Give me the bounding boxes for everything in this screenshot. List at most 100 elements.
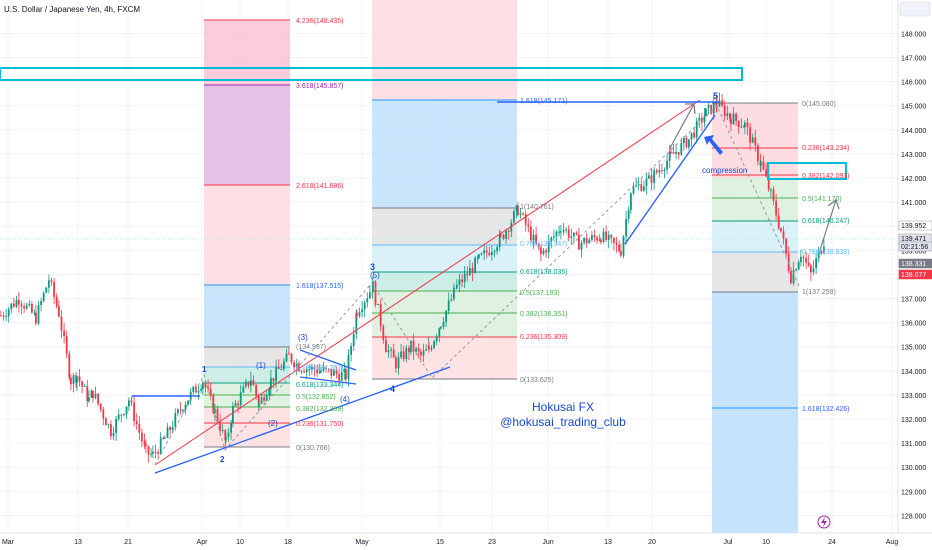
candle-body — [308, 368, 311, 370]
candle-body — [107, 424, 110, 426]
time-tick-label: Mar — [2, 539, 15, 546]
candle-body — [461, 279, 463, 283]
candle-body — [258, 403, 260, 407]
candle-body — [530, 226, 532, 241]
candle-body — [553, 236, 555, 238]
candle-body — [615, 242, 618, 245]
fib-label-z4: 0.618(140.247) — [802, 218, 849, 225]
candle-body — [760, 161, 762, 166]
candle-body — [184, 404, 187, 411]
candle-body — [397, 357, 400, 369]
candle-body — [625, 218, 627, 237]
candle-body — [252, 380, 255, 386]
candle-body — [721, 100, 723, 106]
candle-body — [605, 231, 607, 240]
candle-body — [350, 345, 352, 355]
candle-body — [242, 386, 245, 393]
candle-body — [31, 303, 33, 313]
candle-body — [542, 250, 545, 255]
wave-label: 1 — [202, 365, 207, 374]
candle-body — [371, 291, 374, 293]
candle-body — [290, 353, 293, 363]
candle-body — [288, 353, 290, 355]
candle-body — [232, 406, 234, 424]
candle-body — [749, 127, 751, 143]
fib-label-z1: 4.236(148.435) — [296, 18, 343, 25]
price-tick-label: 146.000 — [901, 80, 926, 87]
zone1-blue — [204, 285, 290, 347]
candle-body — [379, 303, 382, 327]
price-tick-label: 130.000 — [901, 465, 926, 472]
candle-body — [412, 340, 415, 352]
candle-body — [40, 300, 42, 305]
candle-body — [666, 160, 668, 170]
candle-body — [65, 335, 68, 354]
candle-body — [695, 120, 698, 138]
candle-body — [154, 451, 157, 453]
candle-body — [456, 284, 458, 288]
price-tick-label: 147.000 — [901, 56, 926, 63]
candle-body — [23, 306, 25, 309]
fib-label-z1: 1.618(137.515) — [296, 283, 343, 290]
zone4-cyan — [712, 221, 798, 252]
candle-body — [162, 437, 165, 439]
zone2-red-low — [372, 337, 517, 379]
candle-body — [130, 400, 133, 403]
wave-label: (3) — [298, 333, 308, 342]
candle-body — [782, 231, 785, 239]
candle-body — [610, 235, 613, 238]
time-tick-label: 13 — [74, 539, 82, 546]
fib-label-z3: 0.382(132.359) — [296, 406, 343, 413]
candle-body — [746, 122, 749, 128]
fib-label-z4: 1(137.259) — [802, 289, 836, 296]
candle-body — [732, 113, 735, 125]
candle-body — [540, 247, 542, 255]
candle-body — [141, 432, 143, 442]
candle-body — [705, 108, 707, 117]
trendline-lower — [154, 366, 451, 474]
handle-label: @hokusai_trading_club — [500, 415, 626, 429]
zone2-cyan — [372, 245, 517, 272]
price-tick-label: 135.000 — [901, 345, 926, 352]
candle-body — [78, 376, 81, 382]
zone1-purple — [204, 85, 290, 185]
candle-body — [169, 427, 171, 431]
candle-body — [92, 390, 94, 399]
price-tag-label: 139.471 — [901, 236, 926, 243]
candle-body — [565, 229, 567, 231]
candle-body — [683, 137, 685, 143]
candle-body — [650, 175, 653, 183]
time-tick-label: 23 — [488, 539, 496, 546]
candle-body — [166, 427, 169, 438]
candle-body — [740, 126, 743, 128]
candle-body — [417, 348, 420, 352]
candle-body — [293, 362, 295, 368]
candle-body — [112, 433, 115, 437]
candle-body — [466, 273, 469, 276]
fib-label-z3: 0(130.766) — [296, 445, 330, 452]
candle-body — [300, 371, 303, 373]
candle-body — [81, 381, 83, 387]
candle-body — [730, 118, 732, 125]
candle-body — [385, 339, 387, 353]
candle-body — [311, 366, 313, 369]
time-tick-label: 10 — [236, 539, 244, 546]
candle-body — [792, 270, 795, 284]
candle-body — [471, 268, 474, 274]
candle-body — [358, 312, 361, 316]
candle-body — [133, 402, 135, 421]
resistance-box-right — [767, 162, 847, 180]
time-tick-label: 18 — [284, 539, 292, 546]
candle-body — [361, 309, 363, 313]
candle-body — [737, 120, 740, 128]
wave5-arrow — [669, 103, 696, 149]
fib-label-z4: 1.618(132.426) — [802, 406, 849, 413]
candle-body — [327, 368, 330, 370]
price-tick-label: 134.000 — [901, 369, 926, 376]
candle-body — [807, 262, 810, 266]
zone1-pink — [204, 185, 290, 285]
candle-body — [265, 395, 268, 401]
candle-body — [94, 393, 97, 399]
candle-body — [735, 113, 737, 121]
